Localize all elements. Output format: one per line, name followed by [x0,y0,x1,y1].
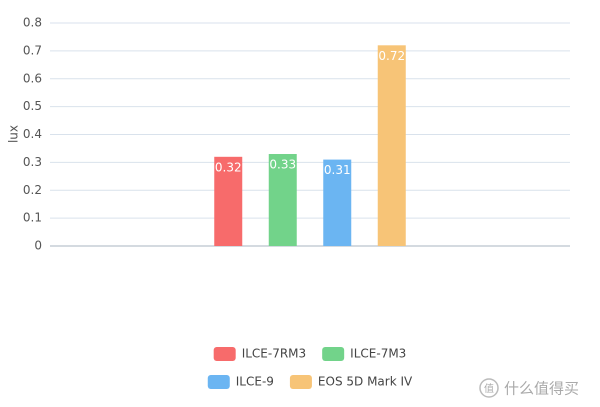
legend-swatch [322,347,345,361]
y-tick-label: 0.8 [23,16,42,30]
legend-row: ILCE-7RM3 ILCE-7M3 [213,347,406,361]
watermark-icon: 值 [484,382,494,395]
y-tick-label: 0.1 [23,211,42,225]
legend-label: ILCE-7M3 [350,347,406,361]
value-label: 0.31 [324,163,351,177]
y-tick-label: 0.3 [23,155,42,169]
legend-label: ILCE-9 [236,375,274,389]
legend-label: EOS 5D Mark IV [318,375,413,389]
y-tick-label: 0.4 [23,127,42,141]
legend-swatch [207,375,230,389]
y-tick-label: 0 [34,239,42,253]
legend-swatch [213,347,236,361]
legend-swatch [289,375,312,389]
legend-label: ILCE-7RM3 [242,347,306,361]
value-label: 0.33 [269,158,296,172]
y-axis-label: lux [7,125,21,143]
bar [214,156,243,246]
watermark: 值 什么值得买 [479,378,579,398]
value-label: 0.72 [378,49,405,63]
watermark-text: 什么值得买 [504,380,579,398]
bar [323,159,352,246]
value-label: 0.32 [215,160,242,174]
bar [268,154,297,246]
y-tick-label: 0.2 [23,183,42,197]
y-tick-label: 0.5 [23,99,42,113]
watermark-icon-ring [479,378,499,398]
bar [377,45,406,246]
y-tick-label: 0.6 [23,71,42,85]
legend-row: ILCE-9 EOS 5D Mark IV [207,375,413,389]
y-tick-label: 0.7 [23,43,42,57]
